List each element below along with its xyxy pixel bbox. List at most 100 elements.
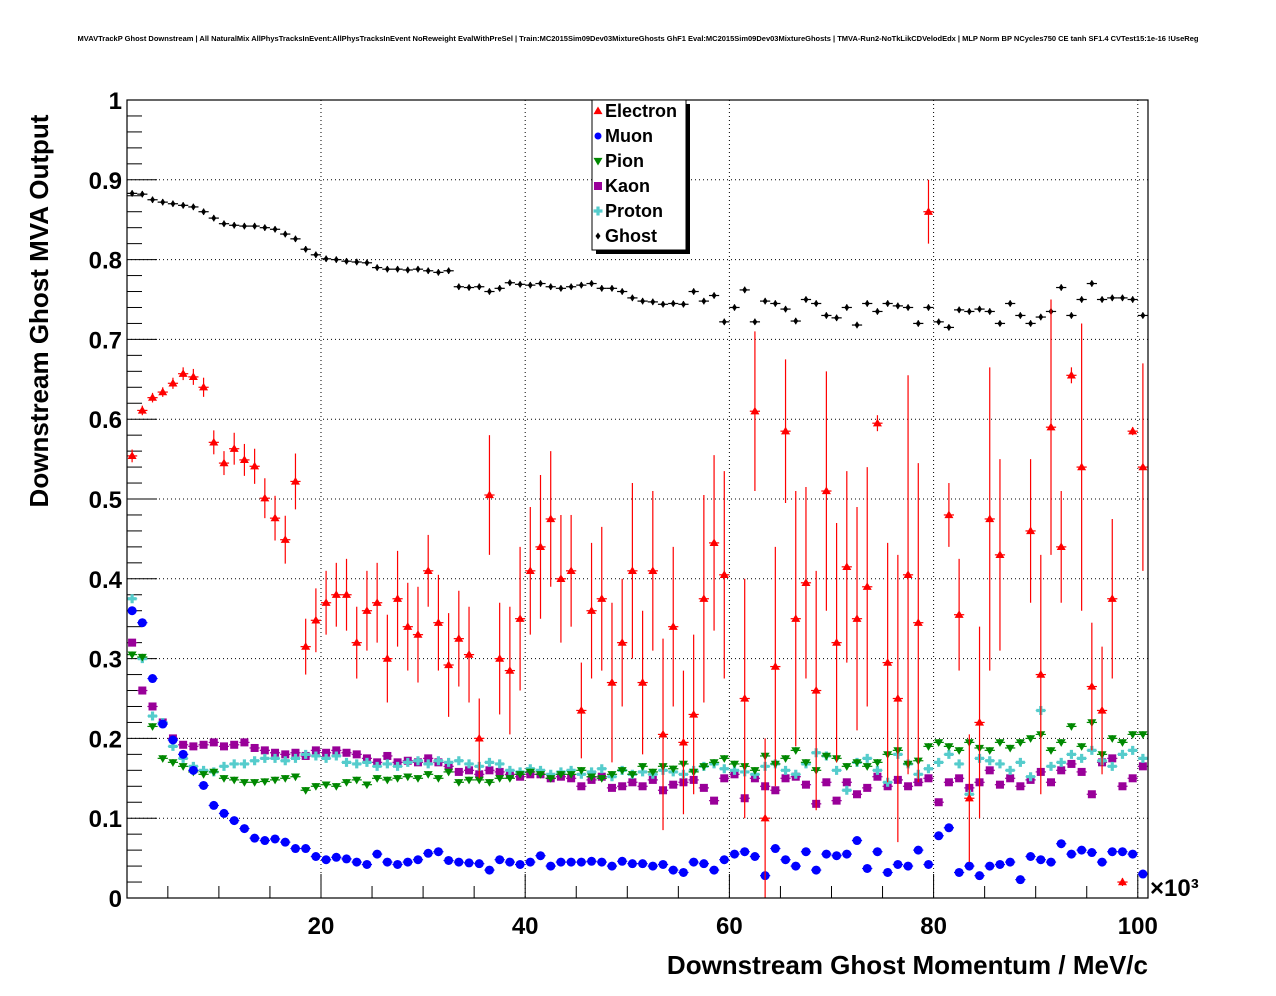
pion-data-point — [515, 771, 525, 779]
kaon-data-point — [853, 790, 862, 799]
ghost-data-point — [589, 280, 595, 288]
muon-data-point — [209, 800, 219, 810]
ghost-data-point — [844, 303, 850, 311]
electron-data-point — [975, 717, 985, 726]
pion-data-point — [178, 763, 188, 771]
kaon-data-point — [955, 774, 964, 783]
ghost-data-point — [333, 256, 339, 264]
ghost-data-point — [272, 225, 278, 233]
electron-data-point — [515, 614, 525, 622]
proton-data-point — [1066, 749, 1076, 759]
ghost-data-point — [425, 267, 431, 275]
pion-data-point — [1107, 735, 1117, 743]
pion-data-point — [1117, 739, 1127, 747]
ghost-data-point — [721, 318, 727, 326]
proton-data-point — [423, 759, 433, 769]
y-tick-label: 0.5 — [89, 487, 122, 514]
ghost-data-point — [282, 230, 288, 238]
electron-data-point — [127, 451, 137, 460]
kaon-data-point — [424, 754, 433, 763]
pion-data-point — [1015, 739, 1025, 747]
pion-data-point — [413, 775, 423, 783]
ghost-data-point — [497, 284, 503, 292]
pion-data-point — [372, 775, 382, 783]
ghost-data-point — [1140, 311, 1146, 319]
muon-data-point — [975, 871, 985, 881]
proton-data-point — [985, 756, 995, 766]
electron-data-point — [709, 538, 719, 547]
proton-data-point — [597, 764, 607, 774]
kaon-data-point — [873, 772, 882, 781]
kaon-data-point — [710, 796, 719, 805]
muon-data-point — [791, 861, 801, 871]
kaon-data-point — [1067, 759, 1076, 768]
muon-data-point — [495, 855, 505, 865]
kaon-data-point — [1077, 767, 1086, 776]
electron-data-point — [689, 709, 699, 718]
kaon-data-point — [1057, 766, 1066, 775]
ghost-data-point — [231, 221, 237, 229]
electron-data-point — [321, 598, 331, 606]
pion-data-point — [607, 771, 617, 779]
pion-data-point — [852, 759, 862, 767]
muon-data-point — [178, 749, 188, 759]
pion-data-point — [995, 739, 1005, 747]
ghost-data-point — [997, 319, 1003, 327]
electron-data-point — [760, 813, 770, 822]
kaon-data-point — [454, 767, 463, 776]
muon-data-point — [811, 865, 821, 875]
kaon-data-point — [985, 766, 994, 775]
electron-data-point — [199, 382, 209, 391]
electron-data-point — [638, 678, 648, 686]
kaon-data-point — [332, 746, 341, 755]
electron-data-point — [546, 514, 556, 523]
kaon-data-point — [495, 767, 504, 776]
muon-data-point — [280, 837, 290, 847]
series-pion — [127, 651, 1148, 795]
muon-data-point — [148, 674, 158, 684]
proton-data-point — [127, 594, 137, 604]
kaon-data-point — [1047, 778, 1056, 787]
muon-data-point — [617, 856, 627, 866]
electron-data-point — [883, 658, 893, 666]
pion-data-point — [352, 776, 362, 785]
y-tick-label: 0.7 — [89, 327, 122, 354]
kaon-data-point — [669, 780, 678, 789]
electron-data-point — [1046, 422, 1056, 431]
y-tick-label: 0.4 — [89, 567, 123, 594]
proton-data-point — [944, 749, 954, 759]
proton-data-point — [1056, 757, 1066, 767]
ghost-data-point — [150, 196, 156, 204]
electron-data-point — [219, 458, 229, 467]
proton-data-point — [954, 759, 964, 769]
proton-data-point — [872, 765, 882, 775]
proton-data-point — [219, 761, 229, 771]
proton-data-point — [495, 759, 505, 769]
muon-data-point — [219, 808, 229, 818]
ghost-data-point — [364, 259, 370, 267]
kaon-data-point — [1118, 782, 1127, 791]
muon-data-point — [342, 854, 352, 864]
electron-data-point — [270, 513, 280, 522]
pion-data-point — [668, 765, 678, 774]
kaon-data-point — [250, 743, 259, 752]
muon-data-point — [546, 861, 556, 871]
pion-data-point — [1026, 735, 1036, 743]
legend-label-ghost: Ghost — [605, 226, 657, 246]
muon-data-point — [852, 836, 862, 846]
kaon-data-point — [995, 780, 1004, 789]
x-tick-label: 20 — [308, 913, 335, 940]
muon-data-point — [750, 852, 760, 862]
muon-data-point — [576, 857, 586, 867]
ghost-data-point — [752, 318, 758, 326]
kaon-data-point — [485, 766, 494, 775]
electron-data-point — [474, 733, 484, 742]
ghost-data-point — [803, 296, 809, 303]
kaon-data-point — [1138, 762, 1147, 771]
kaon-data-point — [1128, 774, 1137, 783]
electron-data-point — [1117, 877, 1127, 886]
pion-data-point — [331, 783, 341, 791]
pion-data-point — [791, 747, 801, 755]
electron-data-point — [954, 610, 964, 618]
legend-marker-muon — [594, 132, 602, 140]
